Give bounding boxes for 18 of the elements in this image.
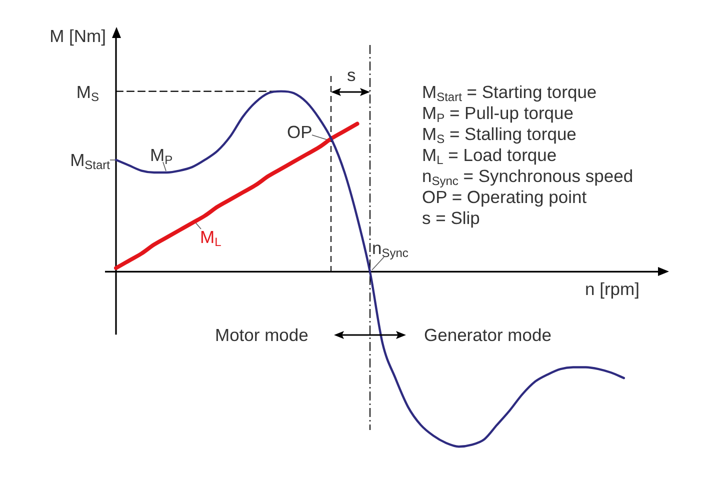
annotation: M$_{P}$ (150, 145, 173, 167)
annotation: M$_{Start}$ (70, 150, 110, 172)
annotation: M$_{L}$ = Load torque (422, 145, 557, 167)
annotation: Motor mode (215, 325, 308, 345)
text: M$_{S}$ (76, 82, 99, 104)
annotation: M$_{S}$ = Stalling torque (422, 124, 576, 146)
text: s (347, 65, 356, 85)
annotation: M$_{P}$ = Pull-up torque (422, 103, 574, 125)
annotation: M$_{Start}$ = Starting torque (422, 82, 597, 104)
x-axis-title: n [rpm] (585, 278, 640, 299)
annotation: s = Slip (422, 208, 480, 228)
series-label: M$_{L}$ (200, 227, 222, 249)
annotation: n$_{Sync}$ (372, 238, 408, 260)
y-axis-title: M [Nm] (50, 26, 106, 46)
annotation: Generator mode (424, 325, 552, 345)
annotation: OP = Operating point (422, 187, 587, 207)
annotation: OP (287, 122, 312, 142)
annotation: n$_{Sync}$ = Synchronous speed (422, 166, 634, 188)
